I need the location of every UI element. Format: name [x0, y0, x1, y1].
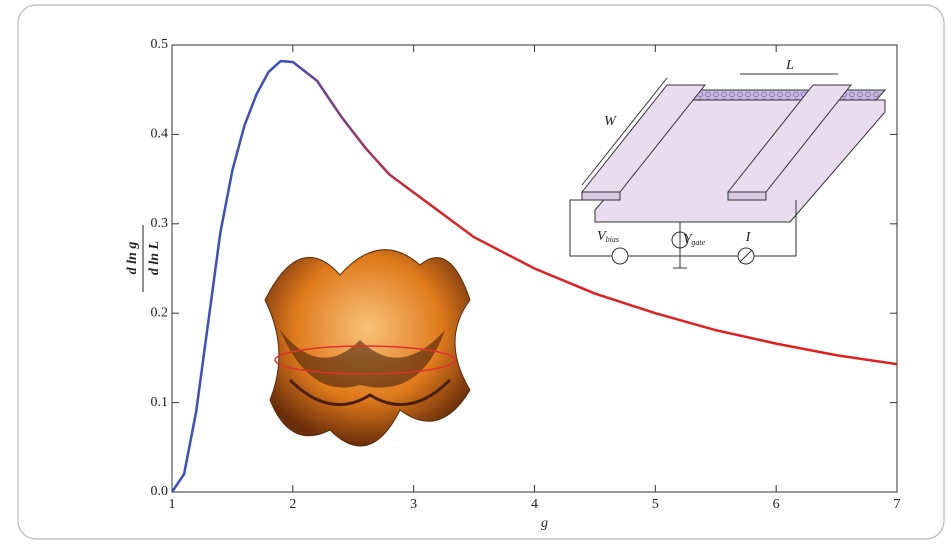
- inset-label-sub: gate: [691, 238, 705, 247]
- x-tick-label: 7: [894, 497, 901, 512]
- inset-label: L: [785, 58, 794, 73]
- inset-label: Vbias: [597, 229, 619, 244]
- x-tick-label: 1: [169, 497, 176, 512]
- inset-label-main: W: [604, 114, 617, 129]
- x-tick-label: 2: [289, 497, 296, 512]
- inset-label-sub: bias: [606, 235, 619, 244]
- y-tick-label: 0.4: [151, 127, 169, 142]
- y-tick-label: 0.1: [151, 395, 169, 410]
- y-tick-label: 0.3: [151, 216, 169, 231]
- y-axis-label: d ln g: [125, 242, 140, 275]
- inset-label: W: [604, 114, 617, 129]
- x-tick-label: 6: [773, 497, 780, 512]
- inset-label-main: L: [785, 58, 794, 73]
- inset-label: I: [745, 230, 752, 245]
- x-axis-label: g: [541, 516, 548, 531]
- y-tick-label: 0.2: [151, 305, 169, 320]
- chart: 0.0 0.1 0.2 0.3 0.4 0.5 1 2 3 4 5 6 7 g d ln g d ln L L W…: [0, 0, 951, 544]
- x-tick-label: 5: [652, 497, 659, 512]
- y-tick-label: 0.5: [151, 37, 169, 52]
- x-tick-label: 4: [531, 497, 538, 512]
- inset-label: Vgate: [683, 232, 706, 247]
- inset-label-main: I: [745, 230, 752, 245]
- y-tick-label: 0.0: [151, 484, 169, 499]
- x-tick-label: 3: [410, 497, 417, 512]
- band-structure-inset: [265, 250, 470, 446]
- y-axis-label: d ln L: [147, 241, 162, 275]
